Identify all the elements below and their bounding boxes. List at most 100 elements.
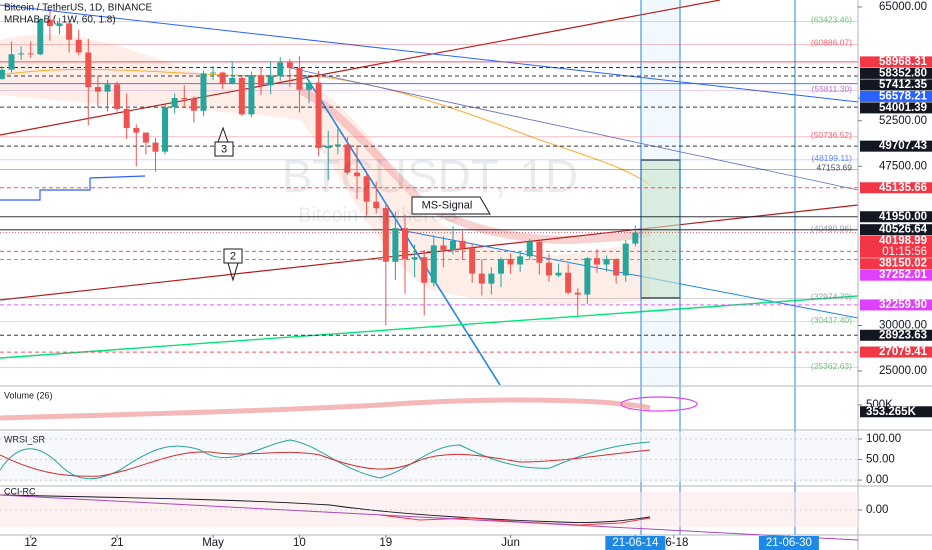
annotation: 2 [230,250,236,262]
candle-body [593,258,600,265]
step-line [0,175,146,201]
candle-body [190,98,197,111]
trend-line [399,229,859,319]
wrsi-title: WRSI_SR [4,434,46,444]
candle-body [219,72,226,84]
candle-body [373,201,380,209]
candle-body [382,208,389,262]
price-label-box [860,258,932,270]
wrsi-line [0,439,651,480]
price-label-box [860,346,932,358]
trend-line [0,295,859,359]
x-tick-highlight [605,536,666,550]
price-label: 38150.02 [879,258,927,270]
candle-body [507,259,514,265]
cci-line [0,494,859,541]
y-tick-label: 30000.00 [879,320,927,332]
price-label: 27079.41 [879,346,928,358]
wrsi-line [0,449,651,477]
price-label: 58968.31 [879,56,928,68]
volume-title: Volume (26) [4,390,53,400]
candle-body [248,75,255,115]
candle-body [152,142,159,152]
price-label: 28923.63 [879,329,927,341]
candle-body [545,262,552,276]
candle-body [622,243,629,276]
candle-body [142,132,149,143]
candle-body [104,84,111,92]
candle-body [478,273,485,284]
candle-body [632,232,639,244]
price-label-box [860,211,932,223]
price-label-box [860,90,932,102]
candle-body [238,77,245,115]
volume-label-box [860,406,932,418]
candle-body [200,73,207,111]
candle-body [469,248,476,274]
price-label: 56578.21 [879,90,928,102]
volume-ma [0,397,651,421]
x-tick-label: 10 [293,537,306,549]
y-tick-label: 0.00 [866,474,888,486]
price-label: 32259.90 [879,299,927,311]
candle-body [517,256,524,265]
price-label: 49707.43 [879,140,927,152]
candle-body [392,228,399,262]
indicator-title: MRHAB-B (, 1W, 60, 1.8) [4,15,116,26]
y-tick-label: 47500.00 [879,160,927,172]
annotation: 3 [221,143,227,155]
x-tick-highlight [758,536,819,550]
candle-body [526,241,533,257]
y-tick-label: 65000.00 [879,1,927,13]
candle-body [85,52,92,88]
y-tick-label: 100.00 [866,433,901,445]
y-tick-label: 25000.00 [879,365,927,377]
annotation: MS-Signal [422,199,473,211]
faint-level-label: (30437.40) [811,315,852,325]
candle-body [123,108,130,129]
trend-line [0,204,859,301]
price-label-box [860,102,932,114]
price-label-box [860,269,932,281]
x-tick-label: 12 [24,537,37,549]
price-label-box [860,140,932,152]
candle-body [315,82,322,149]
levels: (63423.46) (60886.07) (55811.30) (50736.52)… [0,15,858,371]
candle-body [229,77,236,84]
cci-line [0,494,651,523]
watermark: BTCUSDT, 1D [282,150,578,202]
candle-body [0,69,5,79]
candle-body [613,259,620,276]
candle-body [162,107,169,152]
candle-body [430,245,437,283]
candle-body [449,240,456,250]
candle-body [94,87,101,92]
price-label-box [860,79,932,91]
candle-body [574,292,581,295]
candle-body [325,146,332,149]
cci-band [0,492,858,527]
price-label-box [860,224,932,236]
symbol-title: Bitcoin / TetherUS, 1D, BINANCE [4,3,153,14]
moving-average-band [298,86,652,245]
candle-body [344,144,351,173]
y-tick-label: 0.00 [866,504,888,516]
y-tick-label: 50.00 [866,454,895,466]
price-label: 37252.01 [879,269,928,281]
candle-body [536,241,543,263]
candle-body [603,259,610,265]
candle-body [584,258,591,295]
price-label: 58352.80 [879,67,927,79]
countdown: 01:15:56 [882,246,927,258]
candle-body [363,176,370,202]
candle-body [8,54,15,70]
candle-body [133,128,140,133]
candle-body [459,240,466,249]
x-tick-label: May [202,537,224,549]
price-label: 41950.00 [879,211,927,223]
wave-box [223,248,243,264]
candle-body [267,76,274,86]
band [0,34,650,305]
candle-body [421,257,428,283]
